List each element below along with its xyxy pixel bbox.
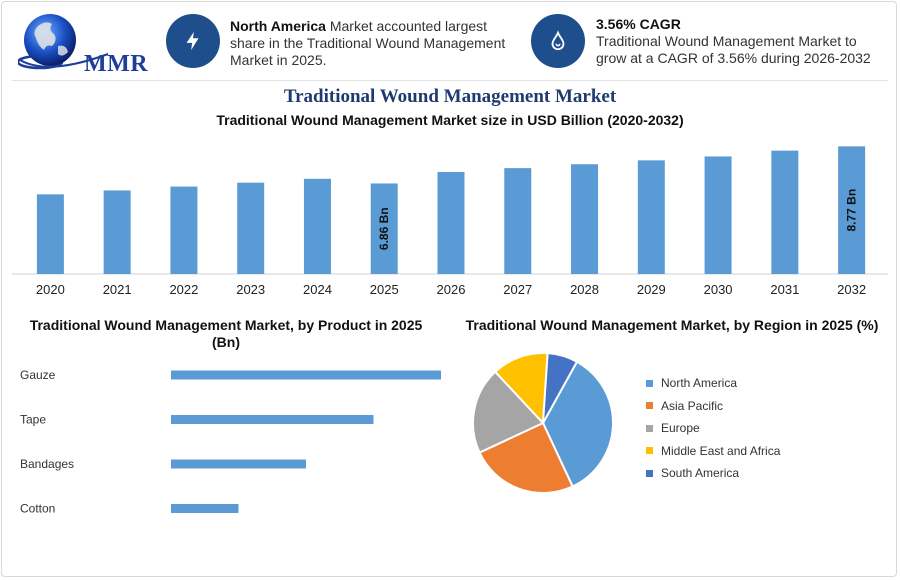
bar-2022 bbox=[170, 186, 198, 274]
x-tick-label: 2026 bbox=[437, 282, 466, 297]
x-tick-label: 2030 bbox=[704, 282, 733, 297]
x-tick-label: 2028 bbox=[570, 282, 599, 297]
product-label: Gauze bbox=[20, 368, 56, 382]
product-bar-tape bbox=[171, 415, 374, 424]
bar-2021 bbox=[103, 190, 131, 274]
product-label: Bandages bbox=[20, 457, 74, 471]
product-label: Cotton bbox=[20, 502, 55, 516]
highlight-text: Market accounted largest share in the Tr… bbox=[230, 18, 506, 68]
legend-label: Middle East and Africa bbox=[661, 443, 781, 458]
globe-icon bbox=[16, 14, 109, 70]
x-tick-label: 2027 bbox=[503, 282, 532, 297]
mmr-logo: MMR bbox=[16, 10, 148, 78]
product-bar-chart: Gauze Tape Bandages Cotton bbox=[20, 368, 441, 516]
legend-swatch bbox=[646, 424, 653, 432]
legend-item: Europe bbox=[646, 417, 780, 440]
bar-2027 bbox=[504, 168, 532, 274]
bar-2031 bbox=[771, 150, 799, 274]
bar-2025 bbox=[370, 183, 398, 274]
product-label: Tape bbox=[20, 413, 46, 427]
x-tick-label: 2029 bbox=[637, 282, 666, 297]
legend-item: Asia Pacific bbox=[646, 395, 780, 418]
highlight-bold: North America bbox=[230, 18, 326, 34]
legend-label: Europe bbox=[661, 421, 700, 436]
bar-2029 bbox=[637, 160, 665, 274]
x-tick-label: 2031 bbox=[770, 282, 799, 297]
legend-label: North America bbox=[661, 376, 738, 391]
pie-slice-asia-pacific bbox=[478, 421, 574, 494]
x-tick-label: 2020 bbox=[36, 282, 65, 297]
pie-slice-middle-east-and-africa bbox=[493, 352, 549, 426]
highlight-cagr: 3.56% CAGR Traditional Wound Management … bbox=[596, 16, 881, 67]
product-bar-gauze bbox=[171, 370, 441, 380]
pie-legend: North America Asia Pacific Europe Middle Ea… bbox=[646, 372, 780, 485]
region-pie-chart bbox=[472, 352, 614, 494]
bar-2032 bbox=[838, 146, 866, 274]
legend-item: South America bbox=[646, 462, 780, 485]
pie-slice-south-america bbox=[542, 352, 579, 424]
page-title: Traditional Wound Management Market bbox=[283, 86, 617, 107]
lightning-icon bbox=[186, 31, 199, 51]
bar-2026 bbox=[437, 172, 465, 274]
bar-2023 bbox=[237, 182, 265, 274]
highlight-text: Traditional Wound Management Market to g… bbox=[596, 33, 871, 66]
bar-2028 bbox=[571, 164, 599, 274]
legend-label: Asia Pacific bbox=[661, 398, 724, 413]
legend-swatch bbox=[646, 379, 653, 387]
x-tick-label: 2032 bbox=[837, 282, 866, 297]
legend-swatch bbox=[646, 402, 653, 410]
drop-icon bbox=[551, 30, 565, 51]
highlight-bold: 3.56% CAGR bbox=[596, 16, 681, 32]
highlight-icon-circle bbox=[166, 14, 220, 68]
highlight-north-america: North America Market accounted largest s… bbox=[230, 18, 520, 69]
x-tick-label: 2024 bbox=[303, 282, 332, 297]
pie-slice-europe bbox=[472, 370, 545, 454]
bar-2024 bbox=[303, 178, 331, 274]
legend-swatch bbox=[646, 447, 653, 455]
bar-data-label: 8.77 Bn bbox=[845, 189, 859, 232]
legend-item: North America bbox=[646, 372, 780, 395]
header-divider bbox=[12, 80, 888, 81]
x-tick-label: 2021 bbox=[103, 282, 132, 297]
highlight-icon-circle bbox=[531, 14, 585, 68]
region-chart-title: Traditional Wound Management Market, by … bbox=[465, 317, 879, 333]
bar-2020 bbox=[36, 194, 64, 274]
product-chart-title: Traditional Wound Management Market, by … bbox=[29, 317, 423, 350]
market-size-bar-chart: 2020 2021 2022 2023 2024 2025 6.86 Bn 2026 2027 2… bbox=[12, 146, 888, 297]
chart-subtitle: Traditional Wound Management Market size… bbox=[216, 112, 684, 128]
legend-swatch bbox=[646, 469, 653, 477]
bar-data-label: 6.86 Bn bbox=[377, 207, 391, 250]
product-bar-cotton bbox=[171, 504, 239, 513]
x-tick-label: 2022 bbox=[169, 282, 198, 297]
x-tick-label: 2025 bbox=[370, 282, 399, 297]
x-tick-label: 2023 bbox=[236, 282, 265, 297]
legend-item: Middle East and Africa bbox=[646, 440, 780, 463]
product-bar-bandages bbox=[171, 459, 306, 469]
bar-2030 bbox=[704, 156, 732, 274]
logo-text: MMR bbox=[84, 51, 149, 77]
legend-label: South America bbox=[661, 466, 740, 481]
